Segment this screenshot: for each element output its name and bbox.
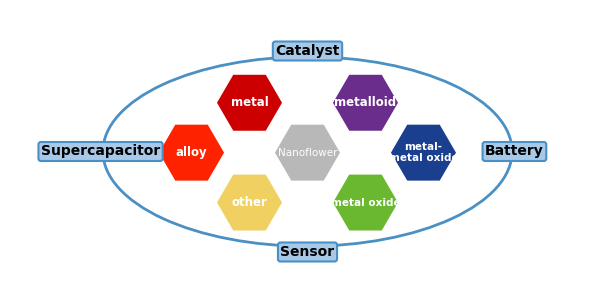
Polygon shape xyxy=(332,174,399,231)
Polygon shape xyxy=(332,74,399,132)
Polygon shape xyxy=(216,174,283,231)
Text: metal: metal xyxy=(230,96,268,109)
Text: Sensor: Sensor xyxy=(280,245,335,259)
Text: other: other xyxy=(232,196,268,209)
Polygon shape xyxy=(158,124,225,182)
Text: metal-
metal oxide: metal- metal oxide xyxy=(389,142,458,163)
Text: alloy: alloy xyxy=(176,146,208,159)
Text: Nanoflower: Nanoflower xyxy=(278,148,337,158)
Text: Battery: Battery xyxy=(485,145,544,158)
Text: Supercapacitor: Supercapacitor xyxy=(41,145,160,158)
Text: metalloid: metalloid xyxy=(334,96,397,109)
Polygon shape xyxy=(274,124,341,182)
Polygon shape xyxy=(390,124,457,182)
Text: Catalyst: Catalyst xyxy=(275,44,340,58)
Text: metal oxide: metal oxide xyxy=(331,198,400,208)
Polygon shape xyxy=(216,74,283,132)
